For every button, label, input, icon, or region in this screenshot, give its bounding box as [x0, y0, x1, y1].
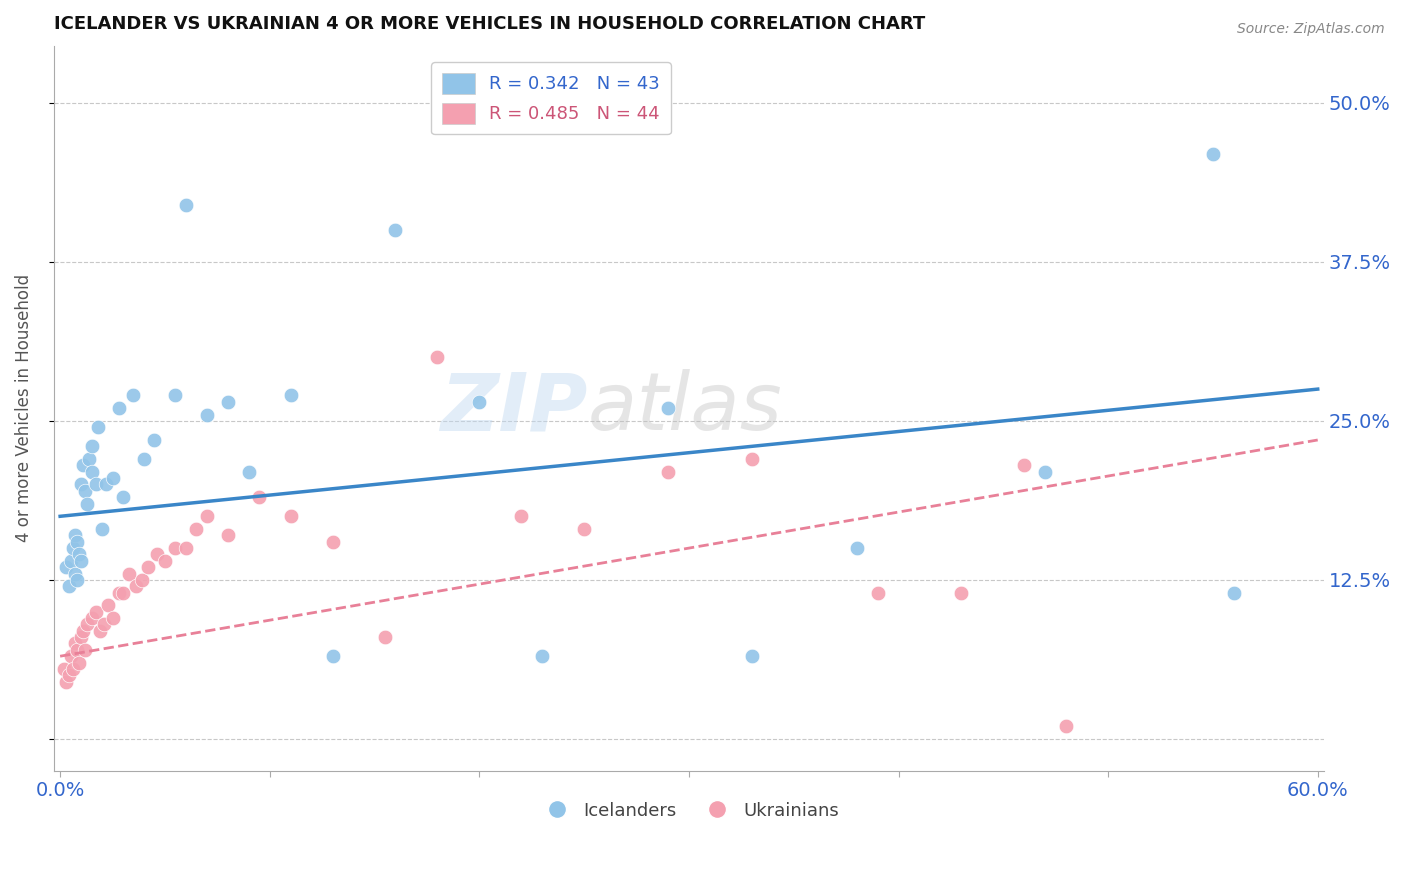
Point: [195, 509, 218, 524]
Point: [75, 483, 97, 498]
Point: [62, 541, 84, 555]
Point: [153, 554, 176, 568]
Point: [143, 433, 166, 447]
Point: [1033, 465, 1056, 479]
Point: [131, 573, 153, 587]
Point: [80, 611, 103, 625]
Point: [93, 617, 115, 632]
Point: [111, 490, 134, 504]
Point: [510, 509, 533, 524]
Point: [84, 605, 107, 619]
Point: [217, 528, 239, 542]
Point: [76, 497, 98, 511]
Point: [247, 490, 270, 504]
Point: [101, 611, 124, 625]
Point: [63, 636, 86, 650]
Point: [87, 420, 110, 434]
Point: [1054, 719, 1077, 733]
Point: [80, 465, 103, 479]
Point: [124, 579, 146, 593]
Point: [59, 554, 82, 568]
Point: [1202, 146, 1225, 161]
Point: [322, 649, 344, 664]
Point: [280, 388, 302, 402]
Point: [657, 465, 679, 479]
Point: [866, 585, 889, 599]
Point: [76, 617, 98, 632]
Point: [72, 624, 94, 638]
Legend: Icelanders, Ukrainians: Icelanders, Ukrainians: [531, 795, 846, 827]
Point: [63, 528, 86, 542]
Point: [111, 585, 134, 599]
Point: [108, 585, 131, 599]
Point: [186, 522, 208, 536]
Point: [741, 649, 763, 664]
Text: ZIP: ZIP: [440, 369, 588, 447]
Point: [108, 401, 131, 416]
Point: [70, 630, 93, 644]
Point: [91, 522, 114, 536]
Point: [426, 351, 449, 365]
Point: [132, 452, 155, 467]
Point: [374, 630, 396, 644]
Point: [238, 465, 260, 479]
Point: [66, 643, 89, 657]
Point: [97, 599, 120, 613]
Point: [845, 541, 868, 555]
Point: [58, 668, 80, 682]
Point: [89, 624, 111, 638]
Point: [741, 452, 763, 467]
Point: [96, 477, 118, 491]
Point: [118, 566, 141, 581]
Point: [53, 662, 76, 676]
Point: [70, 554, 93, 568]
Point: [1014, 458, 1036, 473]
Point: [1223, 585, 1246, 599]
Point: [67, 548, 90, 562]
Point: [84, 477, 107, 491]
Point: [280, 509, 302, 524]
Point: [66, 534, 89, 549]
Point: [63, 566, 86, 581]
Point: [72, 458, 94, 473]
Point: [531, 649, 554, 664]
Y-axis label: 4 or more Vehicles in Household: 4 or more Vehicles in Household: [15, 274, 32, 542]
Point: [59, 649, 82, 664]
Point: [195, 408, 218, 422]
Point: [145, 548, 167, 562]
Point: [165, 541, 187, 555]
Point: [174, 197, 197, 211]
Point: [55, 560, 77, 574]
Point: [384, 223, 406, 237]
Text: atlas: atlas: [588, 369, 782, 447]
Point: [80, 439, 103, 453]
Point: [174, 541, 197, 555]
Point: [70, 477, 93, 491]
Point: [165, 388, 187, 402]
Point: [58, 579, 80, 593]
Point: [67, 656, 90, 670]
Point: [657, 401, 679, 416]
Text: ICELANDER VS UKRAINIAN 4 OR MORE VEHICLES IN HOUSEHOLD CORRELATION CHART: ICELANDER VS UKRAINIAN 4 OR MORE VEHICLE…: [53, 15, 925, 33]
Point: [62, 662, 84, 676]
Point: [572, 522, 595, 536]
Text: Source: ZipAtlas.com: Source: ZipAtlas.com: [1237, 22, 1385, 37]
Point: [55, 674, 77, 689]
Point: [468, 394, 491, 409]
Point: [217, 394, 239, 409]
Point: [122, 388, 145, 402]
Point: [101, 471, 124, 485]
Point: [136, 560, 159, 574]
Point: [75, 643, 97, 657]
Point: [79, 452, 101, 467]
Point: [66, 573, 89, 587]
Point: [950, 585, 973, 599]
Point: [322, 534, 344, 549]
